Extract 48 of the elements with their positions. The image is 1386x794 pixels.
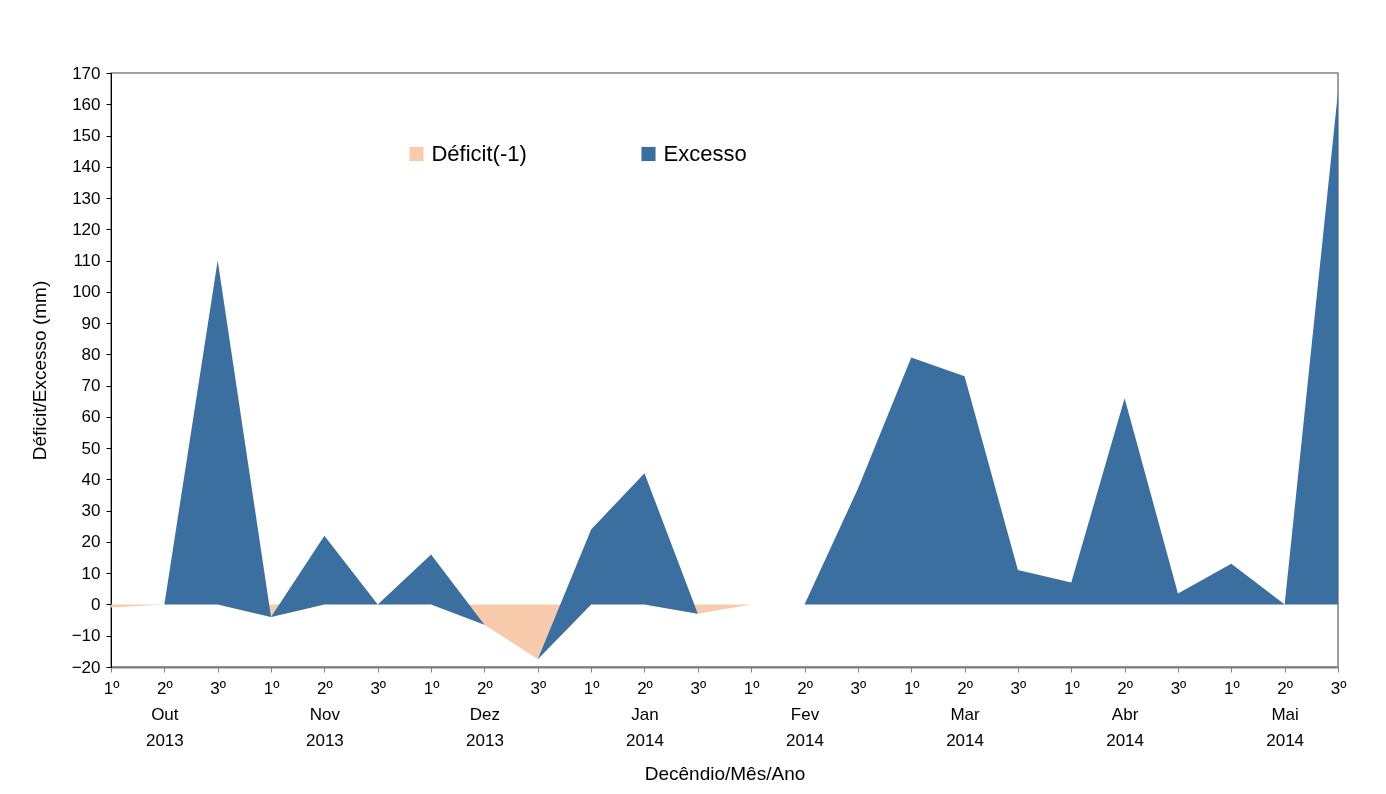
x-tick-label: 1º (1223, 678, 1240, 698)
y-tick-label: 50 (81, 438, 101, 458)
y-tick-label: 130 (72, 188, 101, 208)
y-axis-title: Déficit/Excesso (mm) (28, 280, 50, 461)
x-tick-label: 2º Dez 2013 (466, 678, 504, 750)
x-tick-label: 2º Mar 2014 (946, 678, 984, 750)
y-tick-label: 100 (72, 282, 101, 302)
x-tick-label: 1º (263, 678, 280, 698)
y-tick-label: 0 (91, 594, 101, 614)
y-tick-label: 40 (81, 469, 101, 489)
y-tick-label: 10 (81, 563, 101, 583)
x-tick-label: 2º Out 2013 (145, 678, 184, 750)
x-tick-label: 3º (530, 678, 547, 698)
y-tick-label: −10 (71, 626, 101, 646)
legend-label: Déficit(-1) (431, 141, 527, 166)
x-tick-label: 1º (583, 678, 600, 698)
x-tick-label: 3º (1010, 678, 1027, 698)
y-tick-label: 160 (72, 94, 101, 114)
y-tick-label: 20 (81, 532, 101, 552)
x-tick-label: 2º Jan 2014 (626, 678, 664, 750)
y-tick-label: −20 (71, 657, 101, 677)
x-tick-label: 1º (423, 678, 440, 698)
x-tick-label: 1º (743, 678, 760, 698)
y-tick-label: 80 (81, 344, 101, 364)
x-tick-label: 1º (103, 678, 120, 698)
y-tick-label: 70 (81, 376, 101, 396)
x-tick-label: 3º (1170, 678, 1187, 698)
x-tick-label: 1º (1063, 678, 1080, 698)
y-tick-label: 90 (81, 313, 101, 333)
x-tick-label: 3º (850, 678, 867, 698)
x-axis-title: Decêndio/Mês/Ano (644, 762, 806, 784)
x-tick-label: 3º (210, 678, 227, 698)
x-tick-label: 2º Nov 2013 (305, 678, 344, 750)
x-tick-label: 1º (903, 678, 920, 698)
x-tick-label: 3º (690, 678, 707, 698)
x-tick-label: 2º Fev 2014 (786, 678, 824, 750)
y-tick-label: 60 (81, 407, 101, 427)
x-tick-label: 2º Abr 2014 (1106, 678, 1145, 750)
x-tick-label: 2º Mai 2014 (1266, 678, 1305, 750)
y-tick-label: 110 (73, 251, 101, 271)
x-tick-label: 3º (1330, 678, 1347, 698)
x-tick-label: 3º (370, 678, 387, 698)
y-tick-label: 150 (72, 126, 101, 146)
y-tick-label: 140 (72, 157, 101, 177)
legend-label: Excesso (663, 141, 747, 166)
y-tick-label: 120 (72, 219, 101, 239)
y-tick-label: 30 (81, 501, 101, 521)
y-tick-label: 170 (72, 63, 101, 83)
